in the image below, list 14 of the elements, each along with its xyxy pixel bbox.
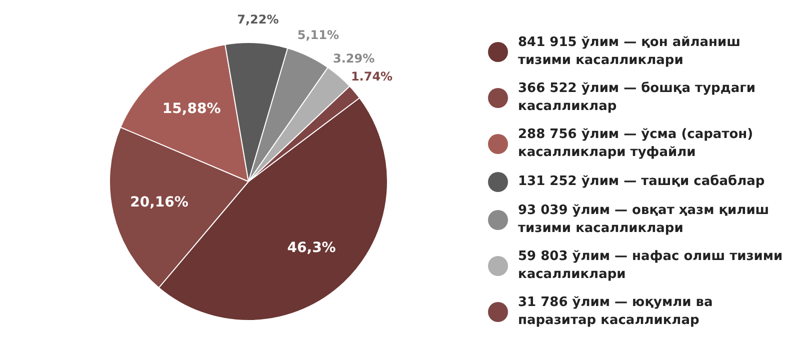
data-label: 1.74% — [350, 70, 392, 84]
data-label: 46,3% — [286, 240, 336, 256]
legend-label: 59 803 ўлим — нафас олиш тизими касалликлари — [518, 248, 784, 284]
legend-label: 841 915 ўлим — қон айланиш тизими касалликлари — [518, 34, 742, 70]
data-label: 7,22% — [236, 12, 278, 27]
legend-label: 288 756 ўлим — ўсма (саратон) касалликлари туфайли — [518, 126, 754, 162]
data-label: 15,88% — [162, 101, 220, 118]
legend-label: 93 039 ўлим — овқат ҳазм қилиш тизими касалликлари — [518, 202, 770, 238]
data-label: 3.29% — [332, 52, 374, 66]
data-label: 5,11% — [296, 28, 339, 42]
legend-label: 131 252 ўлим — ташқи сабаблар — [518, 172, 765, 190]
legend-label: 31 786 ўлим — юқумли ва паразитар касалликлар — [518, 294, 714, 330]
legend-label: 366 522 ўлим — бошқа турдаги касалликлар — [518, 80, 757, 116]
data-label: 20,16% — [130, 194, 188, 210]
